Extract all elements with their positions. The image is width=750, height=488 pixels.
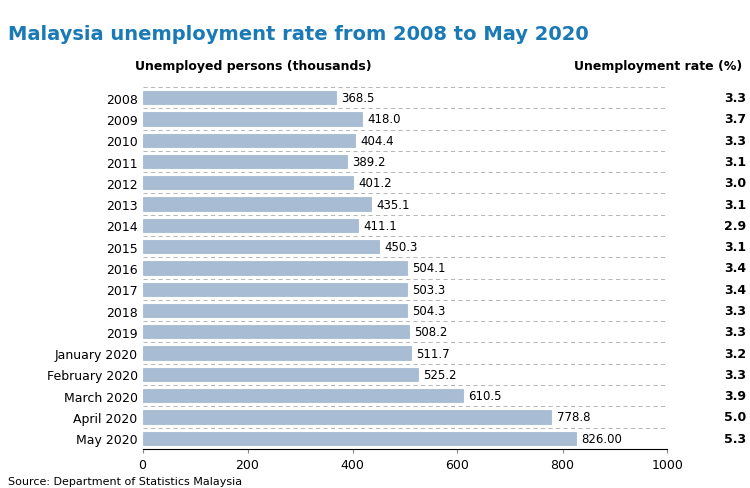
Text: 525.2: 525.2 (424, 368, 457, 381)
Text: 3.3: 3.3 (724, 325, 746, 339)
Bar (142, 283, 406, 296)
Bar (142, 198, 371, 211)
Text: Malaysia unemployment rate from 2008 to May 2020: Malaysia unemployment rate from 2008 to … (8, 25, 588, 44)
Bar (142, 241, 379, 254)
Text: 778.8: 778.8 (556, 410, 590, 424)
Text: 3.2: 3.2 (724, 347, 746, 360)
Bar (142, 177, 353, 190)
Text: 504.3: 504.3 (413, 305, 446, 317)
Text: 511.7: 511.7 (416, 347, 450, 360)
Text: Source: Department of Statistics Malaysia: Source: Department of Statistics Malaysi… (8, 476, 242, 486)
Text: 418.0: 418.0 (368, 113, 400, 126)
Text: 5.3: 5.3 (724, 432, 746, 445)
Text: 3.3: 3.3 (724, 135, 746, 147)
Text: 3.1: 3.1 (724, 241, 746, 254)
Text: 508.2: 508.2 (415, 325, 448, 339)
Bar (142, 432, 576, 445)
Text: 3.3: 3.3 (724, 305, 746, 317)
Text: 435.1: 435.1 (376, 198, 410, 211)
Text: 2.9: 2.9 (724, 220, 746, 232)
Bar (142, 134, 355, 147)
Bar (142, 368, 419, 381)
Text: 368.5: 368.5 (341, 92, 374, 105)
Text: 610.5: 610.5 (468, 389, 502, 402)
Text: 389.2: 389.2 (352, 156, 386, 169)
Bar (142, 325, 410, 339)
Text: 3.9: 3.9 (724, 389, 746, 402)
Bar (142, 305, 407, 318)
Text: 5.0: 5.0 (724, 410, 746, 424)
Bar (142, 219, 358, 232)
Text: 3.4: 3.4 (724, 262, 746, 275)
Text: 404.4: 404.4 (360, 135, 394, 147)
Text: 411.1: 411.1 (364, 220, 398, 232)
Text: 826.00: 826.00 (581, 432, 622, 445)
Text: 450.3: 450.3 (384, 241, 418, 254)
Text: Unemployment rate (%): Unemployment rate (%) (574, 60, 742, 73)
Bar (142, 389, 463, 403)
Bar (142, 347, 411, 360)
Bar (142, 156, 346, 169)
Text: 3.3: 3.3 (724, 368, 746, 381)
Text: 3.0: 3.0 (724, 177, 746, 190)
Text: Unemployed persons (thousands): Unemployed persons (thousands) (135, 60, 372, 73)
Bar (142, 410, 551, 424)
Bar (142, 113, 362, 126)
Text: 3.4: 3.4 (724, 283, 746, 296)
Text: 3.1: 3.1 (724, 198, 746, 211)
Text: 504.1: 504.1 (413, 262, 446, 275)
Bar (142, 92, 336, 105)
Text: 3.7: 3.7 (724, 113, 746, 126)
Bar (142, 262, 407, 275)
Text: 3.1: 3.1 (724, 156, 746, 169)
Text: 401.2: 401.2 (358, 177, 392, 190)
Text: 503.3: 503.3 (412, 283, 446, 296)
Text: 3.3: 3.3 (724, 92, 746, 105)
